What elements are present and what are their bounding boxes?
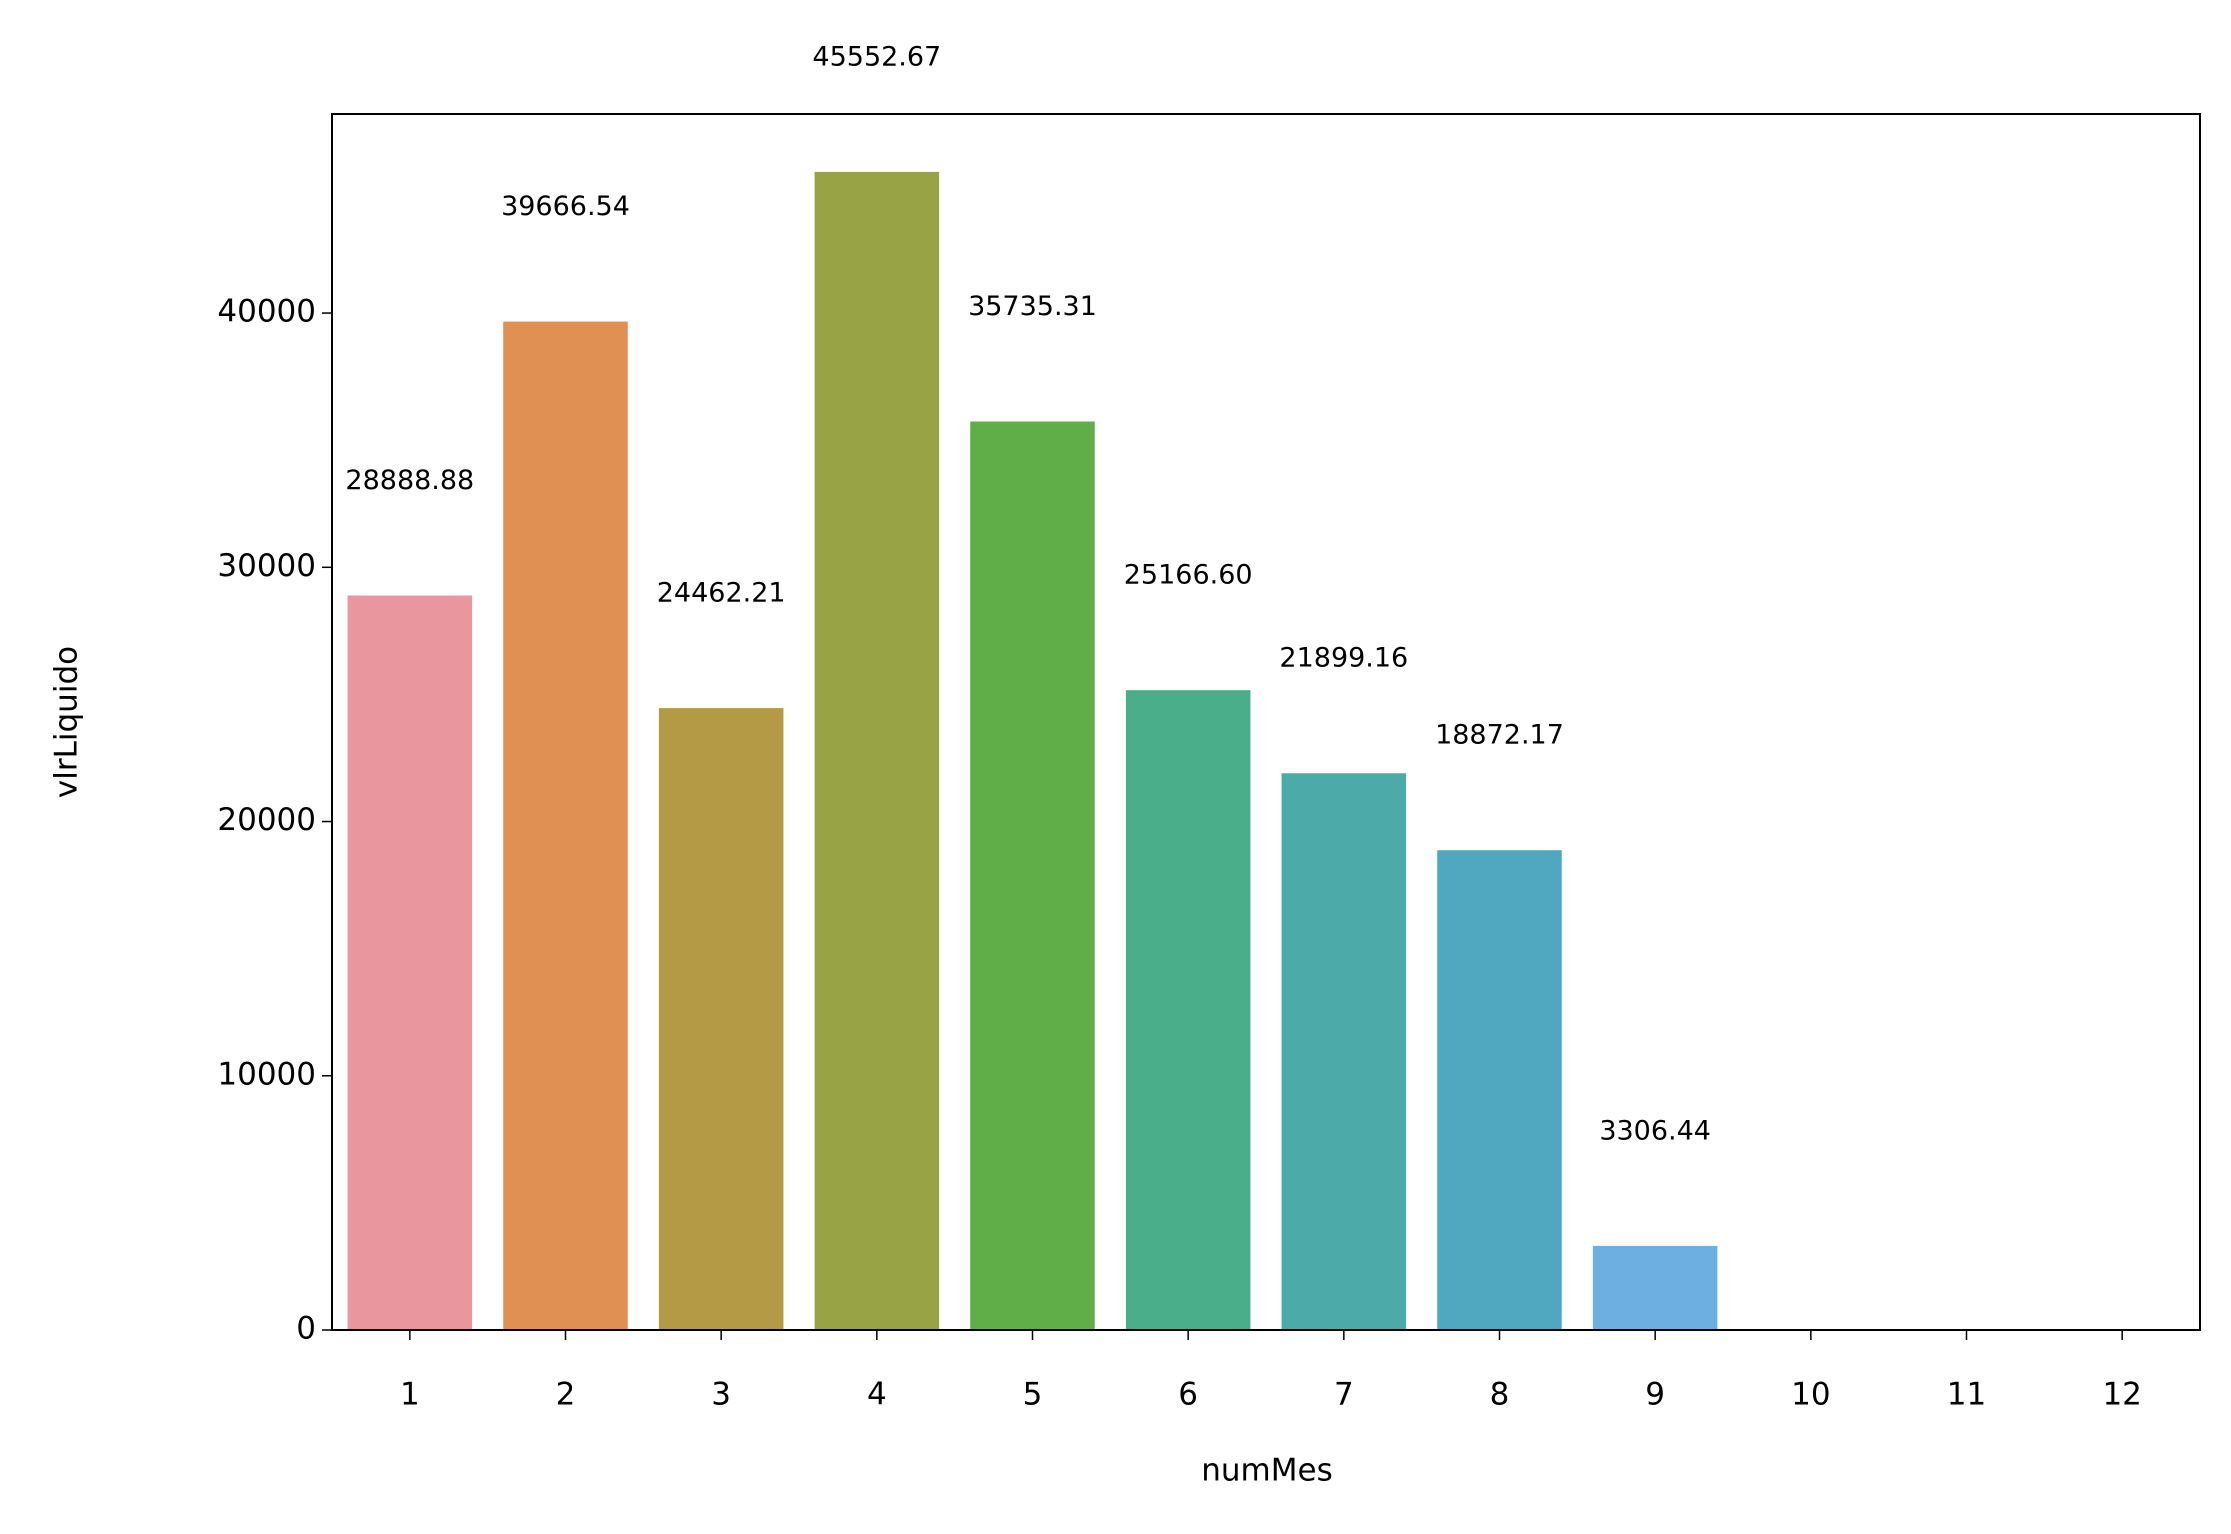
bar [970,421,1095,1331]
x-tick-label: 9 [1645,1377,1665,1413]
bar [1437,850,1562,1330]
x-tick-label: 2 [556,1377,576,1413]
data-label: 24462.21 [657,578,786,609]
data-label: 45552.67 [812,41,941,72]
x-tick-label: 5 [1023,1377,1043,1413]
bar [1125,690,1251,1330]
x-tick-label: 12 [2102,1377,2141,1413]
y-tick-label: 20000 [217,802,316,838]
x-tick-label: 4 [867,1377,887,1413]
data-label: 25166.60 [1124,560,1253,591]
bar [814,171,940,1330]
y-tick-label: 30000 [217,548,316,584]
y-axis-label: vlrLiquido [49,646,85,798]
plot-frame [331,113,2201,1331]
x-tick-label: 6 [1178,1377,1198,1413]
x-tick-label: 3 [711,1377,731,1413]
data-label: 21899.16 [1279,643,1408,674]
data-label: 35735.31 [968,291,1097,322]
data-label: 28888.88 [345,465,474,496]
data-label: 39666.54 [501,191,630,222]
x-tick-label: 1 [400,1377,420,1413]
bar [658,708,784,1330]
bar [1592,1245,1718,1330]
x-tick-label: 10 [1791,1377,1830,1413]
x-tick-label: 7 [1334,1377,1354,1413]
bar [503,321,628,1330]
bar [347,595,473,1330]
x-tick-label: 11 [1947,1377,1986,1413]
bar [1281,773,1407,1330]
y-tick-label: 0 [296,1311,316,1347]
data-label: 3306.44 [1599,1115,1711,1146]
y-tick-label: 10000 [217,1056,316,1092]
y-tick-label: 40000 [217,294,316,330]
data-label: 18872.17 [1435,720,1564,751]
x-tick-label: 8 [1490,1377,1510,1413]
x-axis-label: numMes [1201,1453,1332,1489]
